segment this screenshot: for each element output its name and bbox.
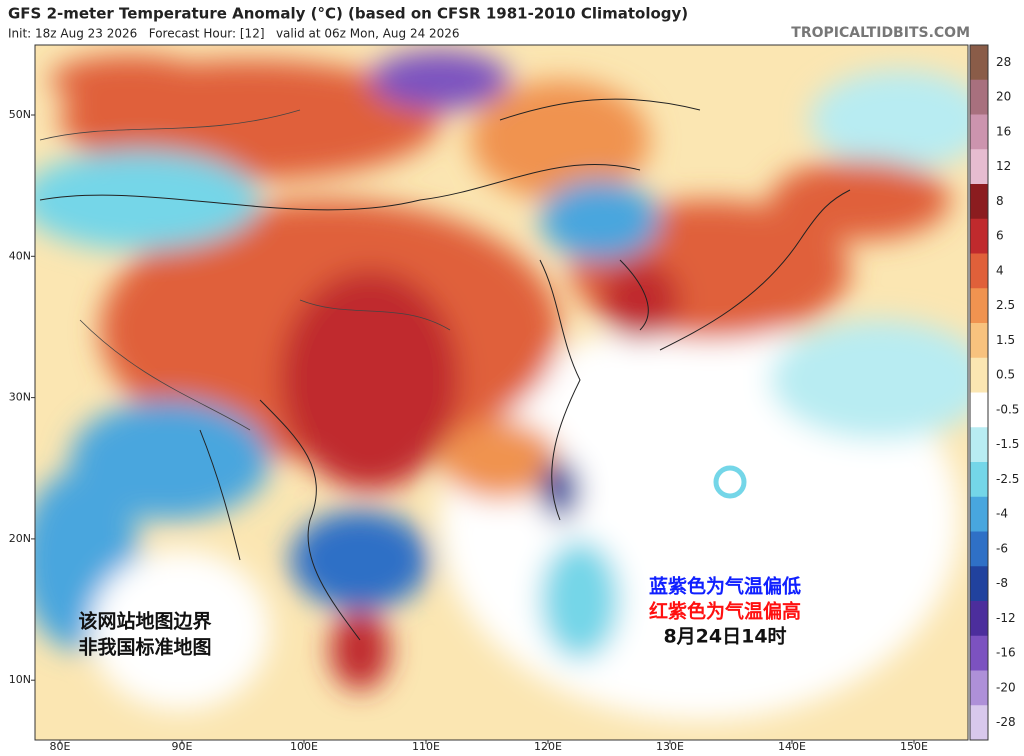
colorbar-swatch [970, 601, 988, 637]
colorbar: 28 20 16 12 8 6 4 2.5 1.5 0.5 -0.5 -1.5 -2.5 -4 -6 -8 -1… [969, 44, 1019, 741]
colorbar-label: -1.5 [996, 437, 1019, 451]
colorbar-label: 28 [996, 55, 1011, 69]
lon-label: 100E [290, 740, 318, 753]
lon-label: 90E [172, 740, 193, 753]
colorbar-label: 0.5 [996, 368, 1015, 382]
colorbar-label: -28 [996, 715, 1016, 729]
title: GFS 2-meter Temperature Anomaly (°C) (ba… [8, 5, 688, 23]
colorbar-swatch [970, 114, 988, 150]
map-frame [34, 44, 969, 741]
colorbar-label: 20 [996, 90, 1011, 104]
legend-blue: 蓝紫色为气温偏低 [649, 575, 801, 598]
colorbar-label: -0.5 [996, 402, 1019, 416]
lat-label: 10N [9, 673, 31, 686]
lon-label: 140E [778, 740, 806, 753]
colorbar-swatch [970, 253, 988, 289]
colorbar-label: 1.5 [996, 333, 1015, 347]
lat-label: 30N [9, 391, 31, 404]
colorbar-swatch [970, 496, 988, 532]
colorbar-swatch [970, 566, 988, 602]
colorbar-label: 2.5 [996, 298, 1015, 312]
lat-label: 50N [9, 108, 31, 121]
lon-label: 80E [50, 740, 71, 753]
disclaimer: 该网站地图边界 [78, 610, 211, 633]
legend-red: 红紫色为气温偏高 [649, 600, 801, 623]
colorbar-label: -2.5 [996, 472, 1019, 486]
colorbar-swatch [970, 288, 988, 324]
lon-label: 150E [900, 740, 928, 753]
colorbar-swatch [970, 149, 988, 185]
subtitle: Init: 18z Aug 23 2026 Forecast Hour: [12… [8, 27, 460, 41]
colorbar-label: -20 [996, 680, 1016, 694]
colorbar-swatch [970, 79, 988, 115]
colorbar-label: -6 [996, 541, 1008, 555]
lon-label: 130E [656, 740, 684, 753]
colorbar-swatch [970, 184, 988, 220]
colorbar-label: 4 [996, 263, 1004, 277]
colorbar-swatch [970, 705, 988, 741]
colorbar-label: 8 [996, 194, 1004, 208]
colorbar-swatch [970, 670, 988, 706]
colorbar-swatch [970, 531, 988, 567]
source: TROPICALTIDBITS.COM [791, 25, 970, 41]
lon-label: 120E [534, 740, 562, 753]
colorbar-swatch [970, 45, 988, 81]
colorbar-label: -8 [996, 576, 1008, 590]
colorbar-swatch [970, 392, 988, 428]
colorbar-label: 6 [996, 229, 1004, 243]
colorbar-swatch [970, 635, 988, 671]
lat-label: 40N [9, 249, 31, 262]
colorbar-label: -12 [996, 611, 1016, 625]
colorbar-swatch [970, 218, 988, 254]
disclaimer: 非我国标准地图 [78, 636, 211, 659]
colorbar-label: 12 [996, 159, 1011, 173]
colorbar-swatch [970, 323, 988, 359]
colorbar-swatch [970, 462, 988, 498]
colorbar-label: 16 [996, 124, 1011, 138]
colorbar-swatch [970, 427, 988, 463]
lon-label: 110E [412, 740, 440, 753]
map [35, 45, 968, 740]
lat-label: 20N [9, 532, 31, 545]
colorbar-label: -16 [996, 646, 1016, 660]
time-label: 8月24日14时 [663, 626, 786, 648]
colorbar-frame [969, 44, 989, 741]
colorbar-swatch [970, 357, 988, 393]
axes: 50N 40N 30N 20N 10N 80E 90E 100E 110E 120E 130E 140… [9, 108, 928, 753]
colorbar-label: -4 [996, 507, 1008, 521]
